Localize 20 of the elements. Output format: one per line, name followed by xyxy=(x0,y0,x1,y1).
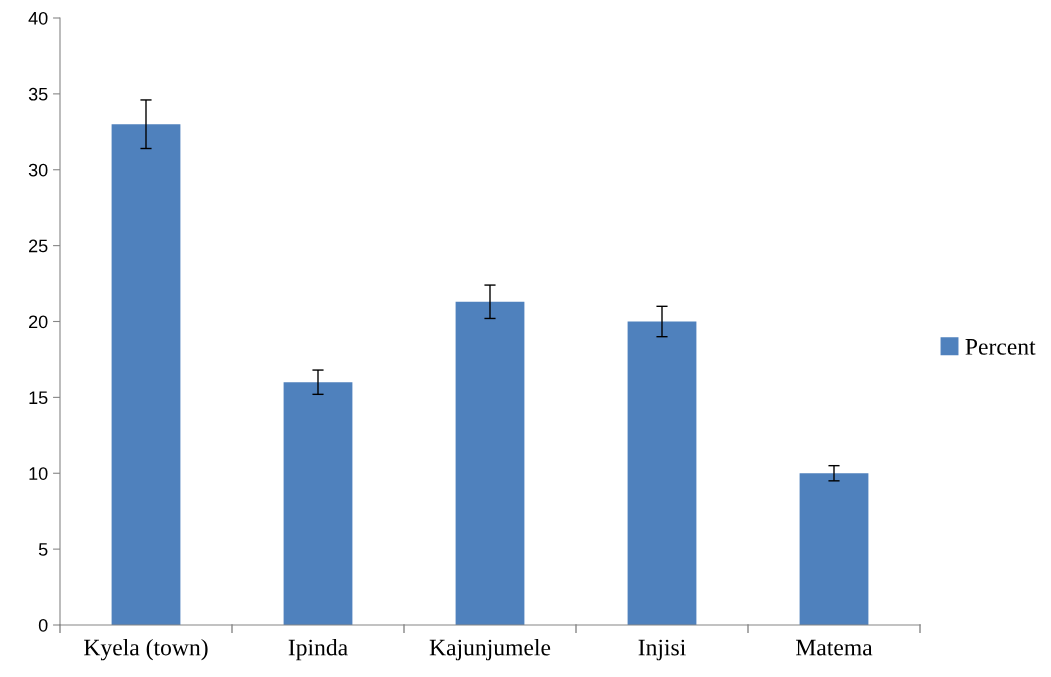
x-tick-label: Kyela (town) xyxy=(84,638,208,661)
bar xyxy=(799,473,869,625)
y-tick-label: 0 xyxy=(38,618,48,632)
bar xyxy=(111,124,181,625)
bar xyxy=(283,382,353,625)
x-tick-label: Kajunjumele xyxy=(429,638,551,661)
x-tick-label: Ipinda xyxy=(288,638,348,661)
y-tick-label: 5 xyxy=(38,543,48,556)
bar xyxy=(455,301,525,625)
legend-label: Percent xyxy=(965,339,1036,355)
y-tick-label: 15 xyxy=(29,391,48,405)
x-tick-label: Matema xyxy=(796,639,873,656)
bar xyxy=(627,321,697,625)
y-tick-label: 40 xyxy=(28,11,48,25)
y-tick-label: 10 xyxy=(29,467,48,480)
x-tick-label: Injisi xyxy=(638,639,686,661)
y-tick-label: 30 xyxy=(28,163,48,177)
y-tick-label: 20 xyxy=(29,315,48,329)
y-tick-label: 35 xyxy=(28,87,48,101)
y-tick-label: 25 xyxy=(29,239,48,253)
